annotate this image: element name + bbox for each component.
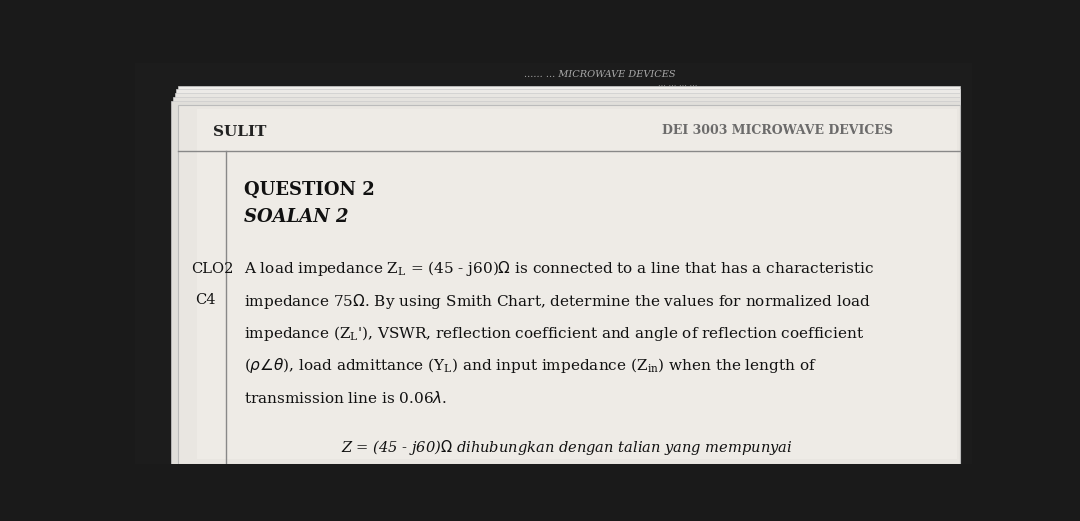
Text: DEI 3003 MICROWAVE DEVICES: DEI 3003 MICROWAVE DEVICES (662, 124, 893, 137)
Text: QUESTION 2: QUESTION 2 (243, 181, 375, 199)
FancyBboxPatch shape (172, 101, 960, 478)
Text: impedance (Z$_\mathregular{L}$'), VSWR, reflection coefficient and angle of refl: impedance (Z$_\mathregular{L}$'), VSWR, … (243, 324, 864, 343)
Text: impedance 75$\Omega$. By using Smith Chart, determine the values for normalized : impedance 75$\Omega$. By using Smith Cha… (243, 292, 870, 311)
FancyBboxPatch shape (176, 90, 960, 467)
FancyBboxPatch shape (197, 109, 957, 459)
Text: A load impedance Z$_\mathregular{L}$ = (45 - j60)$\Omega$ is connected to a line: A load impedance Z$_\mathregular{L}$ = (… (243, 259, 874, 278)
Text: C4: C4 (195, 293, 216, 307)
Text: ...... ... MICROWAVE DEVICES: ...... ... MICROWAVE DEVICES (524, 70, 676, 79)
Text: SOALAN 2: SOALAN 2 (243, 207, 348, 226)
Text: SULIT: SULIT (213, 125, 266, 139)
FancyBboxPatch shape (175, 93, 960, 470)
FancyBboxPatch shape (177, 85, 960, 463)
Text: CLO2: CLO2 (191, 262, 233, 276)
Text: ($\rho\angle\theta$), load admittance (Y$_\mathregular{L}$) and input impedance : ($\rho\angle\theta$), load admittance (Y… (243, 356, 816, 376)
Text: Z = (45 - j60)$\Omega$ dihubungkan dengan talian yang mempunyai: Z = (45 - j60)$\Omega$ dihubungkan denga… (291, 438, 793, 457)
Text: ... ... ... ...: ... ... ... ... (658, 80, 698, 88)
Text: transmission line is 0.06$\lambda$.: transmission line is 0.06$\lambda$. (243, 390, 447, 406)
FancyBboxPatch shape (173, 97, 960, 475)
FancyBboxPatch shape (177, 105, 960, 464)
